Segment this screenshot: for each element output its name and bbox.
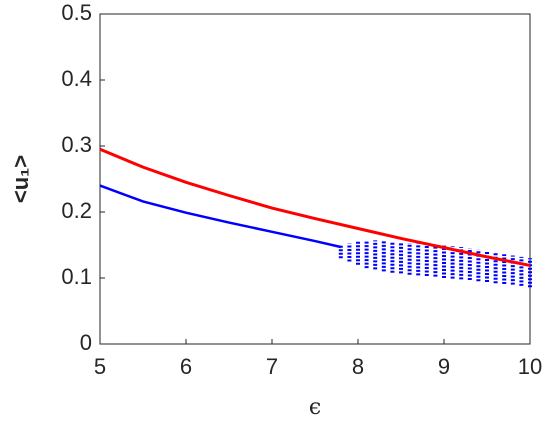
x-tick-label: 7 xyxy=(266,354,278,379)
plot-frame xyxy=(99,13,531,345)
x-tick-label: 10 xyxy=(518,354,542,379)
y-tick-label: 0 xyxy=(80,330,92,355)
x-tick-label: 5 xyxy=(94,354,106,379)
x-tick-label: 8 xyxy=(352,354,364,379)
y-tick-label: 0.4 xyxy=(61,66,92,91)
y-tick-label: 0.5 xyxy=(61,0,92,25)
data-line xyxy=(99,184,342,249)
y-axis-label: <u₁> xyxy=(8,155,33,203)
x-tick-label: 9 xyxy=(438,354,450,379)
y-tick-label: 0.2 xyxy=(61,198,92,223)
y-tick-label: 0.1 xyxy=(61,264,92,289)
y-tick-label: 0.3 xyxy=(61,132,92,157)
x-tick-label: 6 xyxy=(180,354,192,379)
x-axis-label: ϵ xyxy=(309,395,321,420)
data-line xyxy=(99,147,531,267)
